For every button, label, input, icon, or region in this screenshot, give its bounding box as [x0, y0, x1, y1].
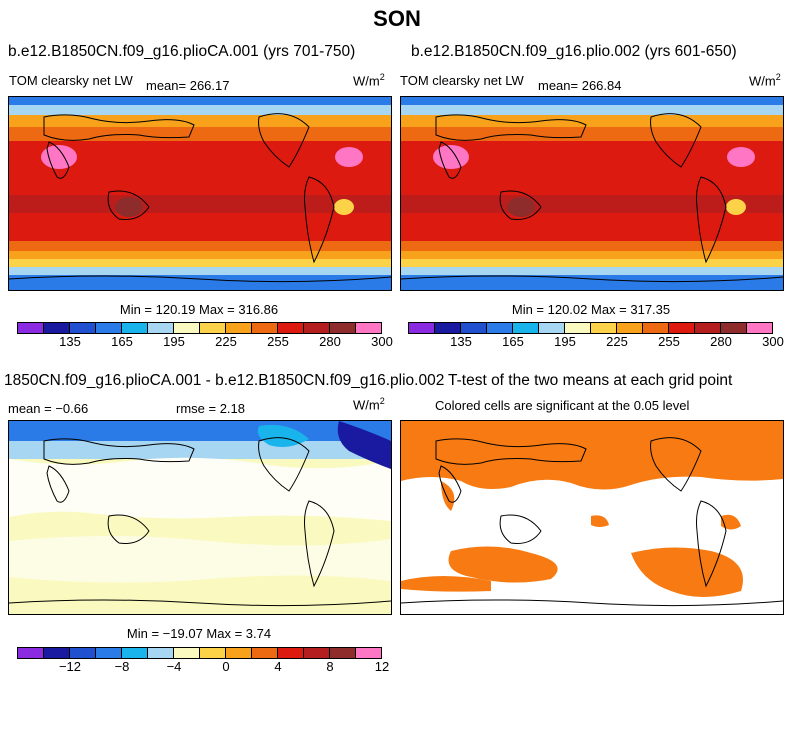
- panel4-field: [401, 421, 783, 614]
- colorbar-box: [564, 322, 591, 334]
- colorbar-tick-label: 300: [762, 334, 784, 349]
- colorbar-box: [590, 322, 617, 334]
- panel2-field: [401, 97, 783, 290]
- colorbar-box: [95, 647, 122, 659]
- colorbar-tick-label: 255: [267, 334, 289, 349]
- colorbar-tick-label: 8: [326, 659, 334, 674]
- panel1-minmax: Min = 120.19 Max = 316.86: [119, 302, 279, 317]
- panel1-units: W/m2: [353, 72, 385, 89]
- panel4-title: T-test of the two means at each grid poi…: [448, 372, 733, 389]
- colorbar-box: [225, 322, 252, 334]
- colorbar-box: [329, 647, 356, 659]
- colorbar-box: [147, 322, 174, 334]
- panel1-field: [9, 97, 391, 290]
- colorbar-tick-label: 12: [374, 659, 390, 674]
- colorbar-box: [43, 322, 70, 334]
- colorbar-box: [173, 647, 200, 659]
- panel4-note: Colored cells are significant at the 0.0…: [435, 398, 690, 413]
- colorbar-box: [199, 322, 226, 334]
- panel3-field: [9, 421, 391, 614]
- panel1-colorbar: [17, 322, 382, 334]
- colorbar-tick-label: 165: [502, 334, 524, 349]
- panel2-units: W/m2: [749, 72, 781, 89]
- panel2-mean: mean= 266.84: [538, 78, 622, 93]
- panel3-minmax: Min = −19.07 Max = 3.74: [126, 626, 272, 641]
- colorbar-box: [199, 647, 226, 659]
- colorbar-box: [303, 647, 330, 659]
- panel4-map: [400, 420, 784, 615]
- panel2-title: b.e12.B1850CN.f09_g16.plio.002 (yrs 601-…: [411, 43, 737, 60]
- panel2-minmax: Min = 120.02 Max = 317.35: [511, 302, 671, 317]
- colorbar-box: [694, 322, 721, 334]
- colorbar-box: [277, 322, 304, 334]
- colorbar-tick-label: 165: [111, 334, 133, 349]
- panel1-mean: mean= 266.17: [146, 78, 230, 93]
- panel3-rmse: rmse = 2.18: [176, 401, 246, 416]
- colorbar-box: [121, 647, 148, 659]
- panel1-variable: TOM clearsky net LW: [9, 73, 133, 88]
- panel3-title: 1850CN.f09_g16.plioCA.001 - b.e12.B1850C…: [4, 372, 445, 389]
- colorbar-box: [69, 322, 96, 334]
- panel3-colorbar-ticks: −12 −8 −4 0 4 8 12: [18, 659, 389, 675]
- colorbar-tick-label: 300: [371, 334, 393, 349]
- colorbar-box: [616, 322, 643, 334]
- panel3-map: [8, 420, 392, 615]
- colorbar-box: [225, 647, 252, 659]
- colorbar-box: [329, 322, 356, 334]
- colorbar-box: [355, 322, 382, 334]
- colorbar-box: [69, 647, 96, 659]
- colorbar-box: [43, 647, 70, 659]
- colorbar-box: [642, 322, 669, 334]
- colorbar-tick-label: 0: [222, 659, 230, 674]
- colorbar-box: [668, 322, 695, 334]
- colorbar-tick-label: 195: [163, 334, 185, 349]
- colorbar-box: [17, 647, 44, 659]
- panel3-units: W/m2: [353, 396, 385, 413]
- panel2-variable: TOM clearsky net LW: [400, 73, 524, 88]
- colorbar-box: [251, 647, 278, 659]
- panel1-map: [8, 96, 392, 291]
- colorbar-box: [538, 322, 565, 334]
- colorbar-tick-label: 135: [450, 334, 472, 349]
- colorbar-box: [173, 322, 200, 334]
- colorbar-tick-label: 225: [606, 334, 628, 349]
- colorbar-box: [303, 322, 330, 334]
- colorbar-box: [460, 322, 487, 334]
- colorbar-box: [720, 322, 747, 334]
- colorbar-box: [355, 647, 382, 659]
- colorbar-tick-label: −12: [58, 659, 82, 674]
- colorbar-tick-label: 280: [710, 334, 732, 349]
- colorbar-box: [434, 322, 461, 334]
- colorbar-tick-label: −8: [114, 659, 130, 674]
- colorbar-tick-label: 225: [215, 334, 237, 349]
- panel3-colorbar: [17, 647, 382, 659]
- colorbar-box: [17, 322, 44, 334]
- colorbar-box: [512, 322, 539, 334]
- season-title: SON: [373, 6, 421, 31]
- colorbar-tick-label: 135: [59, 334, 81, 349]
- panel2-map: [400, 96, 784, 291]
- panel3-mean: mean = −0.66: [8, 401, 89, 416]
- colorbar-tick-label: 255: [658, 334, 680, 349]
- panel1-colorbar-ticks: 135 165 195 225 255 280 300: [18, 334, 393, 350]
- colorbar-box: [408, 322, 435, 334]
- colorbar-tick-label: 280: [319, 334, 341, 349]
- colorbar-box: [95, 322, 122, 334]
- colorbar-tick-label: 4: [274, 659, 282, 674]
- colorbar-box: [147, 647, 174, 659]
- colorbar-box: [121, 322, 148, 334]
- colorbar-box: [251, 322, 278, 334]
- panel1-title: b.e12.B1850CN.f09_g16.plioCA.001 (yrs 70…: [8, 43, 356, 60]
- colorbar-box: [277, 647, 304, 659]
- colorbar-box: [746, 322, 773, 334]
- colorbar-box: [486, 322, 513, 334]
- colorbar-tick-label: 195: [554, 334, 576, 349]
- panel2-colorbar: [408, 322, 773, 334]
- colorbar-tick-label: −4: [166, 659, 182, 674]
- panel2-colorbar-ticks: 135 165 195 225 255 280 300: [409, 334, 784, 350]
